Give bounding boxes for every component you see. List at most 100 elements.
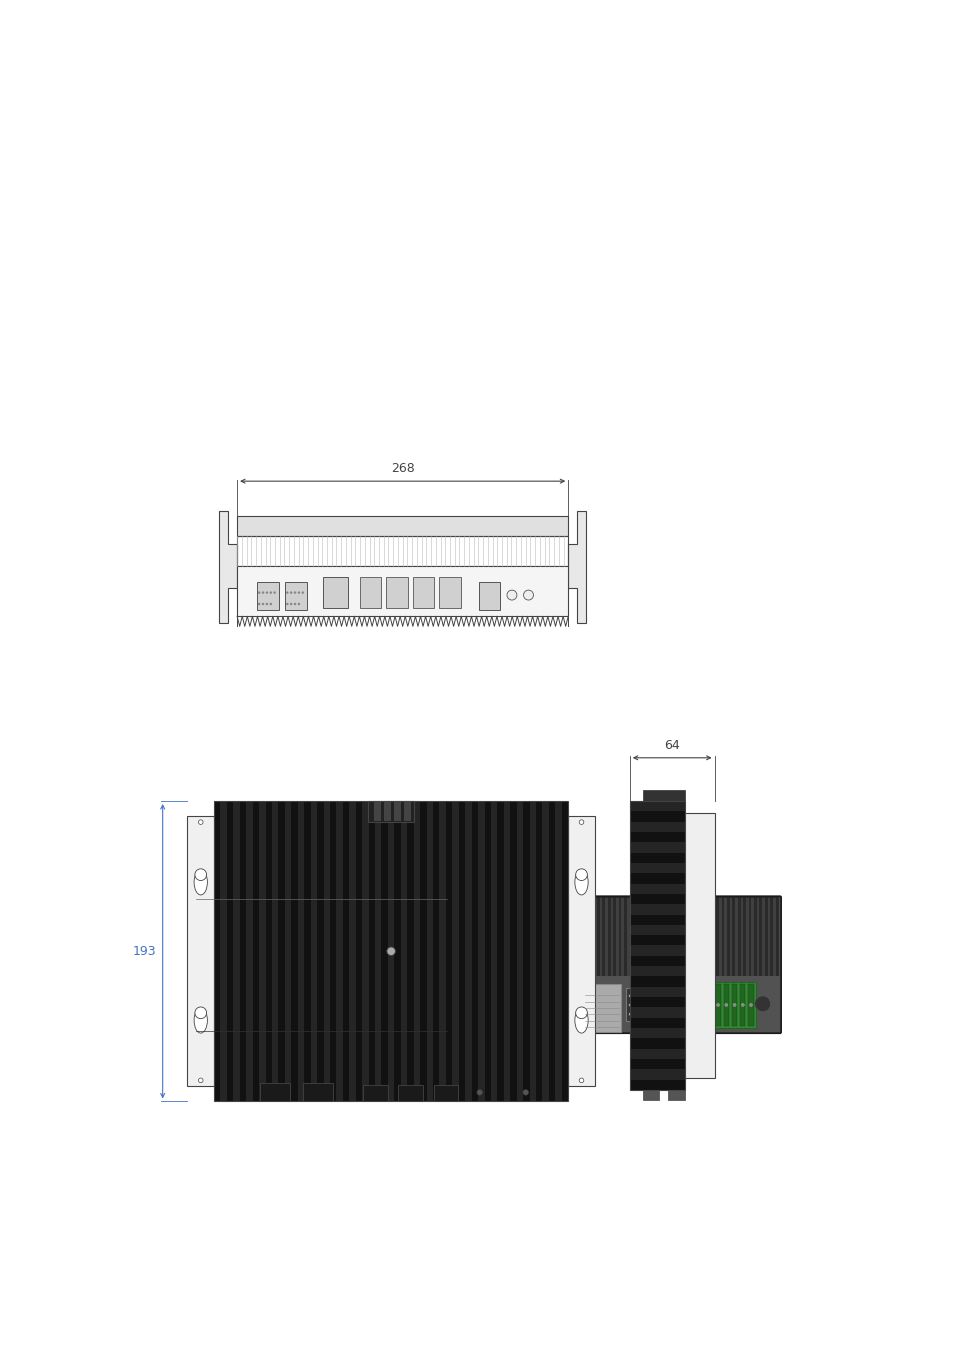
Circle shape [653,995,654,996]
Bar [629,894,684,904]
Bar [264,898,266,976]
Bar [604,898,607,979]
Circle shape [575,1007,587,1019]
Bar [759,898,761,979]
Circle shape [380,994,400,1014]
Bar [393,898,395,976]
Bar [407,801,414,1102]
Bar [371,986,374,987]
Bar [767,898,769,979]
Bar [642,790,684,801]
Bar [591,898,594,979]
Bar [731,984,737,1026]
Bar [572,898,575,979]
Bar [317,986,320,987]
Bar [328,898,331,976]
Bar [362,1085,387,1102]
Bar [594,898,597,979]
Bar [360,898,363,976]
Bar [188,817,213,1087]
Bar [285,898,288,976]
Bar [282,898,285,976]
Bar [372,898,375,976]
FancyBboxPatch shape [672,988,698,1021]
Bar [561,801,568,1102]
Bar [385,898,388,976]
Bar [383,802,391,821]
Circle shape [629,995,630,996]
Bar [555,801,561,1102]
Bar [279,1003,300,1022]
Bar [645,898,648,979]
Bar [210,898,213,976]
Circle shape [635,1014,637,1015]
Bar [298,898,301,976]
Circle shape [402,1000,411,1007]
Bar [338,986,341,987]
Bar [478,582,499,610]
Bar [678,898,680,979]
Bar [732,898,735,979]
Circle shape [578,1079,583,1083]
Bar [438,578,460,609]
Bar [751,898,753,979]
Bar [359,578,381,609]
Bar [285,801,291,1102]
Bar [412,898,415,976]
Bar [548,898,551,979]
Bar [425,898,428,976]
Bar [745,898,748,979]
Circle shape [198,1079,203,1083]
Bar [720,898,723,979]
Bar [353,898,355,976]
Bar [409,898,412,976]
Bar [520,898,523,979]
Bar [391,898,393,976]
Bar [217,898,220,976]
Ellipse shape [193,869,207,895]
Bar [545,898,548,979]
Bar [567,898,569,979]
Bar [237,536,568,566]
Circle shape [640,1014,642,1015]
Bar [285,582,306,610]
Bar [553,898,556,979]
Bar [656,898,659,979]
Bar [404,802,411,821]
Bar [311,801,316,1102]
Bar [350,986,354,987]
Bar [355,898,358,976]
Bar [232,898,233,976]
Bar [769,898,772,979]
Bar [542,801,548,1102]
Bar [196,898,447,976]
Bar [629,1027,684,1038]
Bar [398,898,401,976]
Bar [194,976,449,1033]
Bar [691,898,694,979]
Bar [249,979,270,998]
Bar [223,898,226,976]
Bar [312,898,314,976]
Bar [629,1049,684,1058]
FancyBboxPatch shape [193,896,450,1033]
Bar [291,898,294,976]
Ellipse shape [575,869,588,895]
Bar [629,801,684,1089]
Bar [639,898,642,979]
Bar [719,898,720,979]
Bar [702,983,756,1027]
Circle shape [523,590,533,599]
Circle shape [476,1089,482,1095]
Bar [529,801,536,1102]
Bar [629,904,684,914]
Bar [706,984,712,1026]
Bar [616,898,618,979]
Bar [295,898,298,976]
Bar [629,1038,684,1049]
Bar [516,898,518,979]
Bar [379,898,382,976]
Bar [445,801,452,1102]
Bar [700,898,702,979]
Circle shape [194,1007,207,1019]
